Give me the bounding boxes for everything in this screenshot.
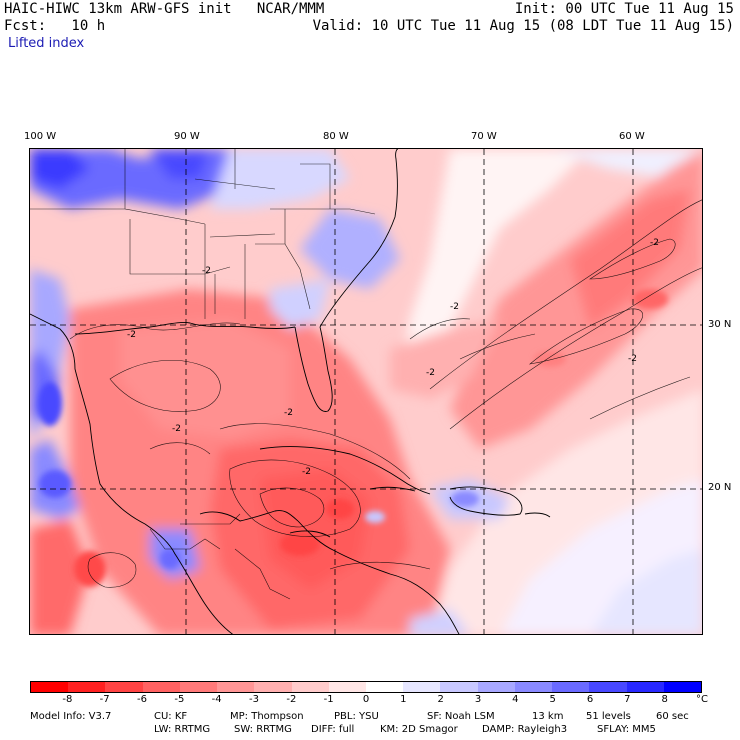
model-info-sf: SF: Noah LSM (427, 711, 495, 722)
colorbar-tick-label: -1 (323, 694, 334, 705)
field-name: Lifted index (8, 36, 85, 51)
coastlines (30, 149, 551, 634)
colorbar-swatch (217, 682, 255, 692)
colorbar-swatch (328, 682, 366, 692)
map-canvas: -2 -2 -2 -2 -2 -2 -2 -2 -2 (30, 149, 702, 634)
model-info-step: 60 sec (656, 711, 689, 722)
colorbar-tick-label: 5 (549, 694, 556, 705)
state-borders (30, 149, 376, 600)
field-detail (38, 289, 668, 587)
lifted-index-map: -2 -2 -2 -2 -2 -2 -2 -2 -2 (29, 148, 703, 635)
colorbar-tick-label: 6 (586, 694, 594, 705)
field-shading (30, 149, 702, 634)
contour-label: -2 (650, 238, 659, 248)
colorbar-tick-label: -2 (286, 694, 297, 705)
model-info-mp: MP: Thompson (230, 711, 304, 722)
forecast-hour: Fcst: 10 h (4, 18, 106, 34)
model-info-sflay: SFLAY: MM5 (597, 724, 656, 735)
model-info-levels: 51 levels (586, 711, 631, 722)
model-info-1: Model Info: V3.7 (30, 711, 112, 722)
colorbar-swatch (291, 682, 329, 692)
colorbar-tick-label: -7 (99, 694, 110, 705)
colorbar-tick-label: -4 (211, 694, 222, 705)
colorbar-tick-label: -6 (137, 694, 147, 705)
contour-label: -2 (426, 368, 435, 378)
model-info-lw: LW: RRTMG (154, 724, 211, 735)
colorbar-swatch (105, 682, 143, 692)
colorbar-swatch (477, 682, 515, 692)
colorbar-swatch (31, 682, 69, 692)
colorbar-swatch (68, 682, 106, 692)
colorbar-tick-label: 3 (474, 694, 482, 705)
colorbar-swatch (403, 682, 441, 692)
lat-label-30n: 30 N (708, 319, 732, 330)
lon-label-60w: 60 W (619, 131, 645, 142)
colorbar-tick-label: 7 (624, 694, 631, 705)
model-info-res: 13 km (532, 711, 564, 722)
colorbar (30, 681, 702, 693)
colorbar-unit: °C (696, 694, 708, 705)
colorbar-tick-label: -5 (174, 694, 185, 705)
colorbar-swatch (552, 682, 590, 692)
contour-label: -2 (127, 330, 136, 340)
colorbar-tick-label: 0 (362, 694, 370, 705)
contour-label: -2 (284, 408, 293, 418)
lat-label-20n: 20 N (708, 482, 732, 493)
colorbar-swatch (254, 682, 292, 692)
contour-label: -2 (450, 302, 459, 312)
valid-time: Valid: 10 UTC Tue 11 Aug 15 (08 LDT Tue … (312, 18, 734, 34)
colorbar-swatch (179, 682, 218, 692)
lon-label-80w: 80 W (323, 131, 349, 142)
lon-label-100w: 100 W (24, 131, 57, 142)
model-info-sw: SW: RRTMG (234, 724, 292, 735)
colorbar-swatch (365, 682, 404, 692)
colorbar-swatch (440, 682, 478, 692)
colorbar-tick-label: 1 (400, 694, 407, 705)
colorbar-tick-label: 4 (512, 694, 519, 705)
lon-label-90w: 90 W (174, 131, 200, 142)
contour-lines (69, 199, 702, 588)
model-info-damp: DAMP: Rayleigh3 (482, 724, 568, 735)
init-time: Init: 00 UTC Tue 11 Aug 15 (514, 1, 734, 17)
contour-label: -2 (172, 424, 181, 434)
colorbar-swatch (142, 682, 180, 692)
colorbar-swatch (514, 682, 553, 692)
model-info-diff: DIFF: full (311, 724, 355, 735)
model-info-pbl: PBL: YSU (334, 711, 379, 722)
graticule (30, 149, 702, 634)
model-info-km: KM: 2D Smagor (380, 724, 458, 735)
colorbar-tick-label: 2 (437, 694, 444, 705)
contour-label: -2 (302, 467, 311, 477)
chart-title: HAIC-HIWC 13km ARW-GFS init NCAR/MMM (4, 1, 325, 17)
colorbar-swatch (626, 682, 664, 692)
model-info-cu: CU: KF (154, 711, 188, 722)
contour-label: -2 (202, 266, 211, 276)
colorbar-swatch (589, 682, 627, 692)
colorbar-swatch (663, 682, 701, 692)
contour-label: -2 (628, 354, 637, 364)
colorbar-tick-label: -3 (249, 694, 259, 705)
colorbar-tick-label: -8 (62, 694, 73, 705)
colorbar-tick-label: 8 (661, 694, 668, 705)
lon-label-70w: 70 W (471, 131, 497, 142)
contour-label-layer: -2 -2 -2 -2 -2 -2 -2 -2 -2 (127, 238, 659, 477)
